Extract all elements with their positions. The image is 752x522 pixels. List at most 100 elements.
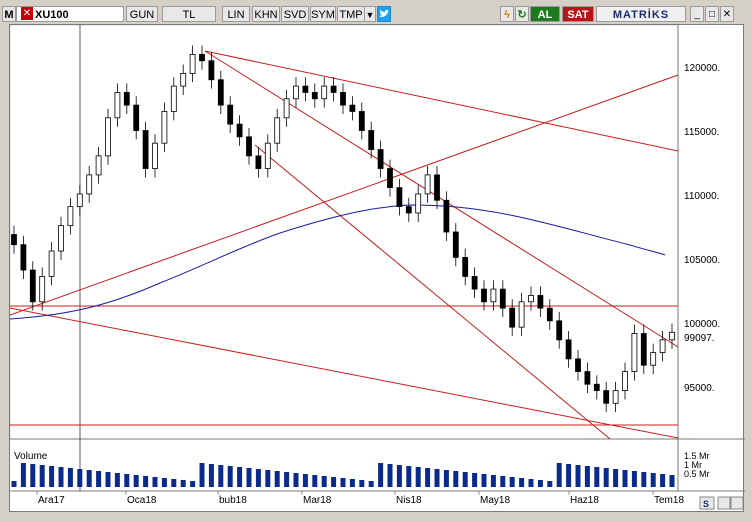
tool-tmp[interactable]: TMP [337, 6, 365, 22]
candle [152, 142, 158, 169]
candle [537, 295, 544, 309]
corner-controls[interactable]: S [699, 496, 744, 510]
volume-bar [246, 468, 252, 487]
candle [631, 333, 638, 372]
candle [490, 288, 497, 303]
symbol-input[interactable]: XU100 [16, 6, 124, 22]
volume-bar [293, 473, 299, 487]
time-axis-ticks [36, 491, 654, 495]
tool-svd[interactable]: SVD [281, 6, 309, 22]
scale-button[interactable]: LIN [222, 6, 250, 22]
volume-bar [143, 476, 149, 487]
candle [650, 352, 657, 366]
volume-bar [77, 469, 83, 487]
volume-bar [171, 479, 177, 487]
price-tick: 105000. [684, 255, 720, 266]
period-button[interactable]: GUN [126, 6, 158, 22]
symbol-label: XU100 [35, 9, 69, 21]
candle [264, 142, 271, 169]
candle [368, 130, 375, 150]
toolbar: M XU100 ✕ GUN TL LIN KHN SVD SYM TMP ▼ ϟ… [0, 6, 752, 24]
volume-bar [566, 464, 572, 487]
sell-button[interactable]: SAT [562, 6, 594, 22]
volume-bar [481, 474, 487, 487]
volume-bar [96, 471, 102, 487]
twitter-icon[interactable] [377, 6, 391, 22]
volume-bar [265, 470, 271, 487]
volume-bar [49, 466, 55, 487]
volume-bar [603, 468, 609, 487]
price-axis: 120000. 115000. 110000. 105000. 100000. … [684, 63, 720, 394]
candle [340, 92, 346, 106]
volume-bar [509, 477, 515, 487]
time-tick: Ara17 [38, 495, 65, 506]
candle [321, 85, 328, 100]
menu-button[interactable]: M [2, 6, 16, 22]
volume-bar [255, 469, 261, 487]
time-axis: Ara17 Oca18 bub18 Mar18 Nis18 May18 Haz1… [38, 495, 684, 506]
close-window-icon[interactable]: ✕ [720, 6, 734, 22]
volume-bar [415, 467, 421, 487]
time-tick: Tem18 [654, 495, 684, 506]
svg-text:S: S [703, 499, 709, 509]
candle [387, 168, 393, 188]
price-tick: 110000. [684, 191, 719, 202]
candle [593, 383, 600, 391]
volume-bar [500, 476, 506, 487]
trendlines [9, 50, 679, 440]
candle [640, 333, 647, 366]
candle [86, 174, 93, 195]
volume-bar [396, 465, 402, 487]
candle [575, 358, 581, 372]
refresh-icon[interactable]: ↻ [515, 6, 529, 22]
candle [227, 104, 234, 125]
volume-bar [105, 472, 111, 487]
minimize-icon[interactable]: _ [690, 6, 704, 22]
candle [452, 231, 459, 258]
tool-khn[interactable]: KHN [252, 6, 280, 22]
volume-bar [669, 475, 675, 487]
candle [330, 85, 337, 93]
tool-sym[interactable]: SYM [310, 6, 336, 22]
price-tick: 115000. [684, 127, 719, 138]
candle [123, 92, 130, 106]
chart-frame: Volume 120000. 115000. 110000. 105000. 1… [9, 24, 745, 513]
candle [217, 79, 224, 106]
candle [208, 60, 215, 81]
time-tick: Mar18 [303, 495, 332, 506]
candle [20, 244, 27, 271]
volume-bar [86, 470, 92, 487]
candle [67, 206, 74, 227]
candle [142, 130, 149, 169]
close-icon[interactable]: ✕ [21, 7, 33, 20]
volume-bar [547, 481, 553, 487]
volume-bar [349, 479, 355, 487]
volume-bar [124, 474, 130, 487]
volume-bar [472, 473, 478, 487]
volume-bar [660, 474, 666, 487]
candle [302, 85, 309, 93]
volume-bar [152, 477, 158, 487]
volume-tick: 1.5 Mr [684, 451, 710, 461]
last-price-label: 99097. [684, 333, 715, 344]
maximize-icon[interactable]: □ [705, 6, 719, 22]
candle [462, 256, 469, 277]
volume-bar [190, 481, 196, 487]
time-tick: bub18 [219, 495, 247, 506]
candle [349, 104, 356, 112]
lightning-icon[interactable]: ϟ [500, 6, 514, 22]
price-tick: 95000. [684, 383, 715, 394]
price-chart[interactable]: Volume 120000. 115000. 110000. 105000. 1… [9, 24, 745, 513]
volume-bar [650, 473, 656, 487]
volume-bars [11, 463, 675, 487]
volume-bar [331, 477, 337, 487]
volume-bar [537, 480, 543, 487]
buy-button[interactable]: AL [530, 6, 560, 22]
volume-bar [227, 466, 233, 487]
chevron-down-icon[interactable]: ▼ [364, 6, 376, 22]
volume-label: Volume [14, 451, 48, 462]
currency-button[interactable]: TL [162, 6, 216, 22]
candle [199, 53, 205, 62]
volume-bar [284, 472, 290, 487]
candle [48, 250, 55, 277]
